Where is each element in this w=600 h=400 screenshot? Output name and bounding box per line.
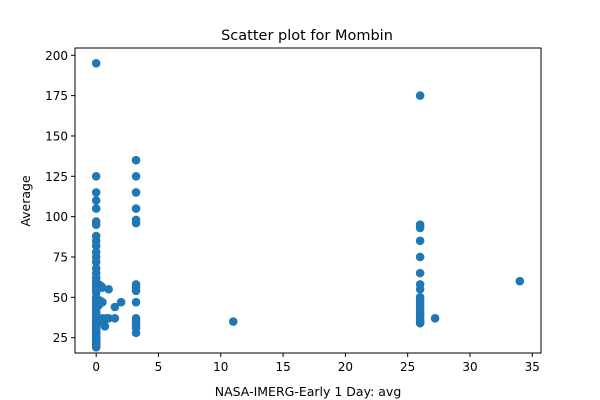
data-point (110, 314, 120, 323)
x-axis: 0 5 10 15 20 25 30 35 (92, 353, 540, 374)
data-point (415, 223, 425, 233)
y-tick-label: 125 (45, 170, 68, 184)
data-point (515, 276, 525, 286)
data-point (415, 318, 425, 328)
y-tick-label: 50 (53, 291, 68, 305)
data-point (116, 297, 126, 307)
x-tick-label: 15 (275, 360, 290, 374)
y-axis: 25 50 75 100 125 150 175 200 (45, 49, 75, 345)
points-layer (91, 59, 525, 352)
data-point (98, 297, 107, 307)
y-tick-label: 150 (45, 129, 68, 143)
data-point (131, 328, 141, 338)
x-tick-label: 10 (213, 360, 228, 374)
data-point (104, 314, 113, 323)
data-point (131, 204, 141, 213)
data-point (415, 236, 425, 246)
y-tick-label: 75 (53, 250, 68, 264)
data-point (91, 241, 101, 250)
x-tick-label: 20 (338, 360, 353, 374)
plot-frame (74, 47, 542, 354)
data-point (104, 284, 113, 294)
data-point (91, 171, 101, 181)
data-point (228, 317, 238, 326)
data-point (91, 257, 101, 267)
data-point (91, 204, 101, 213)
y-tick-label: 200 (45, 49, 68, 63)
x-axis-label: NASA-IMERG-Early 1 Day: avg (215, 384, 402, 399)
data-point (110, 302, 120, 312)
data-point (430, 314, 440, 323)
y-tick-label: 25 (53, 331, 68, 345)
y-tick-label: 100 (45, 210, 68, 224)
data-point (415, 252, 425, 262)
data-point (131, 155, 141, 165)
data-point (415, 284, 425, 294)
data-point (91, 220, 101, 230)
x-tick-label: 35 (525, 360, 540, 374)
data-point (131, 286, 141, 296)
data-point (91, 59, 101, 68)
data-point (91, 343, 101, 352)
y-tick-label: 175 (45, 89, 68, 103)
chart-title: Scatter plot for Mombin (221, 28, 393, 44)
y-axis-label: Average (18, 175, 33, 227)
data-point (131, 218, 141, 228)
x-tick-label: 25 (400, 360, 415, 374)
data-point (131, 188, 141, 197)
data-point (415, 268, 425, 278)
data-point (415, 91, 425, 100)
x-tick-label: 0 (92, 360, 100, 374)
x-tick-label: 30 (462, 360, 477, 374)
x-tick-label: 5 (155, 360, 163, 374)
data-point (131, 171, 141, 181)
data-point (91, 196, 101, 205)
data-point (100, 322, 110, 331)
data-point (91, 188, 101, 197)
data-point (131, 297, 141, 307)
